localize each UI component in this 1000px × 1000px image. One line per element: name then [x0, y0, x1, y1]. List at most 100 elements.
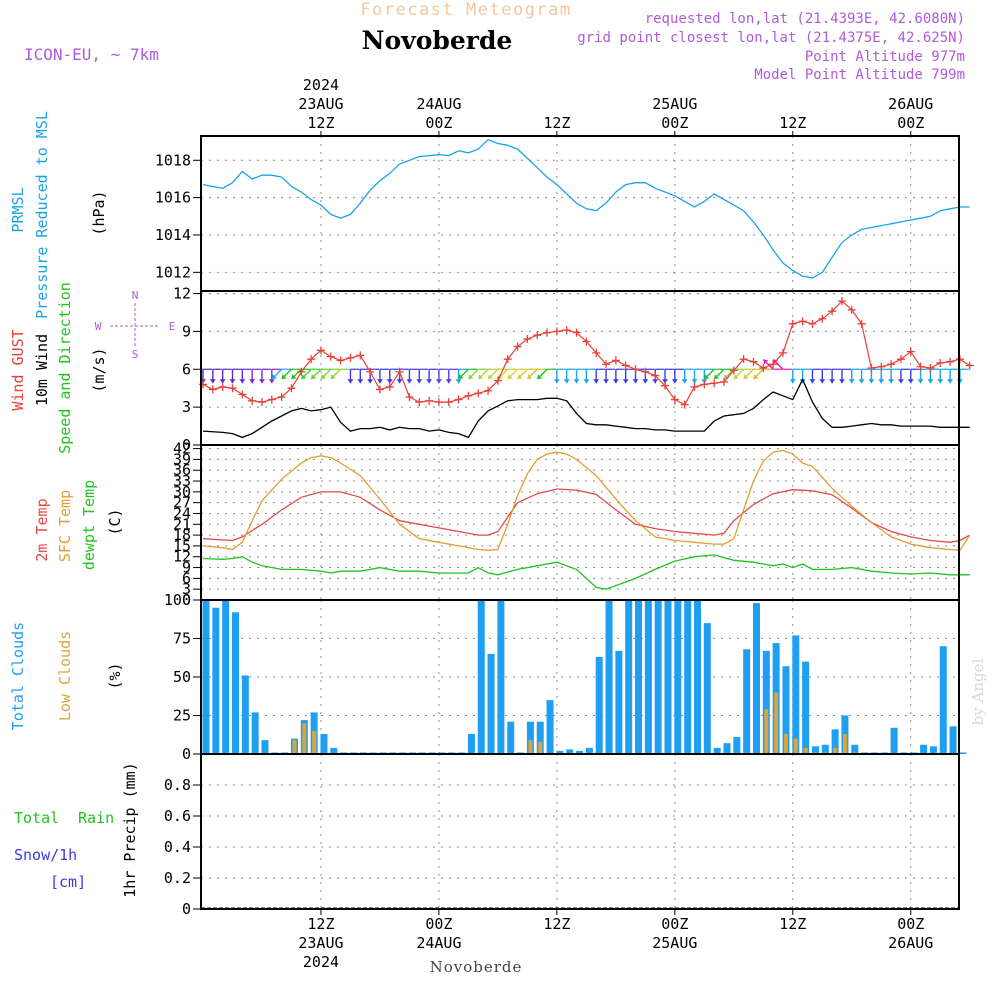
gust-marker — [631, 365, 640, 374]
gust-marker — [326, 352, 335, 361]
compass-south: S — [132, 348, 139, 361]
total-cloud-bar — [929, 746, 937, 754]
wind-barb-head — [455, 379, 462, 384]
wind-barb-head — [662, 379, 669, 384]
wind-barb-head — [209, 379, 216, 384]
low-clouds-label: Low Clouds — [56, 631, 74, 721]
wind-barb-head — [743, 374, 749, 380]
y-tick-label: 0.6 — [164, 807, 191, 825]
wind10-label: 10m Wind — [33, 334, 51, 406]
gust-marker — [238, 390, 247, 399]
wind-barb-head — [435, 379, 442, 384]
wind-barb-head — [291, 374, 297, 380]
wind-barb-head — [386, 379, 393, 384]
sfc-label: SFC Temp — [56, 490, 74, 562]
model-altitude: Model Point Altitude 799m — [754, 67, 965, 83]
total-cloud-bar — [320, 733, 328, 754]
gust-marker — [621, 361, 630, 370]
gust-marker — [661, 381, 670, 390]
gust-marker — [336, 356, 345, 365]
wind-barb-head — [488, 374, 493, 380]
wind-barb-head — [376, 379, 383, 384]
wind10-line — [202, 377, 970, 439]
y-tick-label: 50 — [173, 668, 191, 686]
total-cloud-bar — [733, 737, 741, 754]
requested-coords: requested lon,lat (21.4393E, 42.6080N) — [645, 11, 965, 27]
total-cloud-bar — [851, 744, 859, 754]
wind-barb-head — [396, 379, 403, 384]
gust-marker — [425, 396, 434, 405]
y-tick-label: 33 — [173, 472, 191, 490]
wind-barb-head — [838, 379, 845, 384]
gust-marker — [434, 398, 443, 407]
gust-marker — [690, 382, 699, 391]
bottom-time-label: 00Z — [897, 915, 924, 933]
gust-marker — [474, 389, 483, 398]
top-time-label: 2024 — [303, 76, 339, 94]
low-cloud-bar — [764, 709, 769, 754]
gust-marker — [651, 371, 660, 380]
total-cloud-bar — [684, 600, 692, 754]
bottom-time-label: 12Z — [779, 915, 806, 933]
gust-marker — [965, 361, 974, 370]
wind-barb-head — [622, 379, 629, 384]
wind-barb-head — [406, 379, 413, 384]
total-cloud-bar — [202, 600, 210, 754]
bottom-time-label: 00Z — [425, 915, 452, 933]
gust-marker — [523, 334, 532, 343]
total-cloud-bar — [625, 600, 633, 754]
wind-barb-head — [829, 379, 836, 384]
gust-marker — [887, 360, 896, 369]
prmsl-desc-label: Pressure Reduced to MSL — [33, 111, 51, 319]
gust-marker — [906, 347, 915, 356]
y-tick-label: 6 — [182, 569, 191, 587]
total-cloud-bar — [241, 675, 249, 754]
low-cloud-bar — [803, 747, 808, 754]
gust-marker — [611, 356, 620, 365]
gust-marker — [513, 342, 522, 351]
low-cloud-bar — [312, 730, 317, 754]
gust-line — [202, 300, 971, 406]
wind-barb-head — [789, 379, 796, 384]
y-tick-label: 0 — [182, 900, 191, 918]
cloud-unit-label: (%) — [106, 662, 124, 689]
wind-barb-head — [583, 379, 590, 384]
wind-barb-head — [763, 359, 769, 365]
total-cloud-bar — [890, 727, 898, 754]
gust-marker — [680, 400, 689, 409]
wind-barb-head — [478, 374, 484, 380]
gust-marker — [552, 327, 561, 336]
gust-marker — [503, 355, 512, 364]
meteogram-title: Forecast Meteogram — [360, 0, 571, 20]
compass-rose: N W E S — [95, 289, 176, 361]
total-cloud-bar — [330, 747, 338, 754]
total-cloud-bar — [251, 712, 259, 754]
total-cloud-bar — [664, 600, 672, 754]
wind-barb-head — [612, 379, 619, 384]
grid-layer — [201, 136, 959, 910]
top-time-label: 00Z — [661, 114, 688, 132]
wind-barb-head — [671, 379, 678, 384]
total-cloud-bar — [556, 750, 564, 754]
gust-marker — [582, 337, 591, 346]
gust-marker — [926, 364, 935, 372]
gust-marker — [877, 362, 886, 371]
compass-west: W — [95, 320, 102, 333]
bottom-time-label: 25AUG — [652, 934, 697, 952]
wind-barb-head — [330, 374, 336, 380]
gust-marker — [307, 355, 316, 364]
wind-barb-head — [311, 374, 317, 380]
pressure-labels: PRMSL Pressure Reduced to MSL (hPa) — [9, 111, 108, 319]
total-cloud-bar — [831, 729, 839, 754]
total-cloud-bar — [821, 744, 829, 754]
top-time-label: 12Z — [543, 114, 570, 132]
wind-barb-head — [927, 379, 934, 384]
wind-barb-head — [249, 379, 256, 384]
gust-marker — [572, 328, 581, 337]
top-time-label: 00Z — [425, 114, 452, 132]
y-tick-label: 36 — [173, 461, 191, 479]
wind-barb-head — [632, 379, 639, 384]
y-tick-label: 3 — [182, 580, 191, 598]
gust-marker — [828, 307, 837, 316]
bottom-time-label: 2024 — [303, 953, 339, 971]
